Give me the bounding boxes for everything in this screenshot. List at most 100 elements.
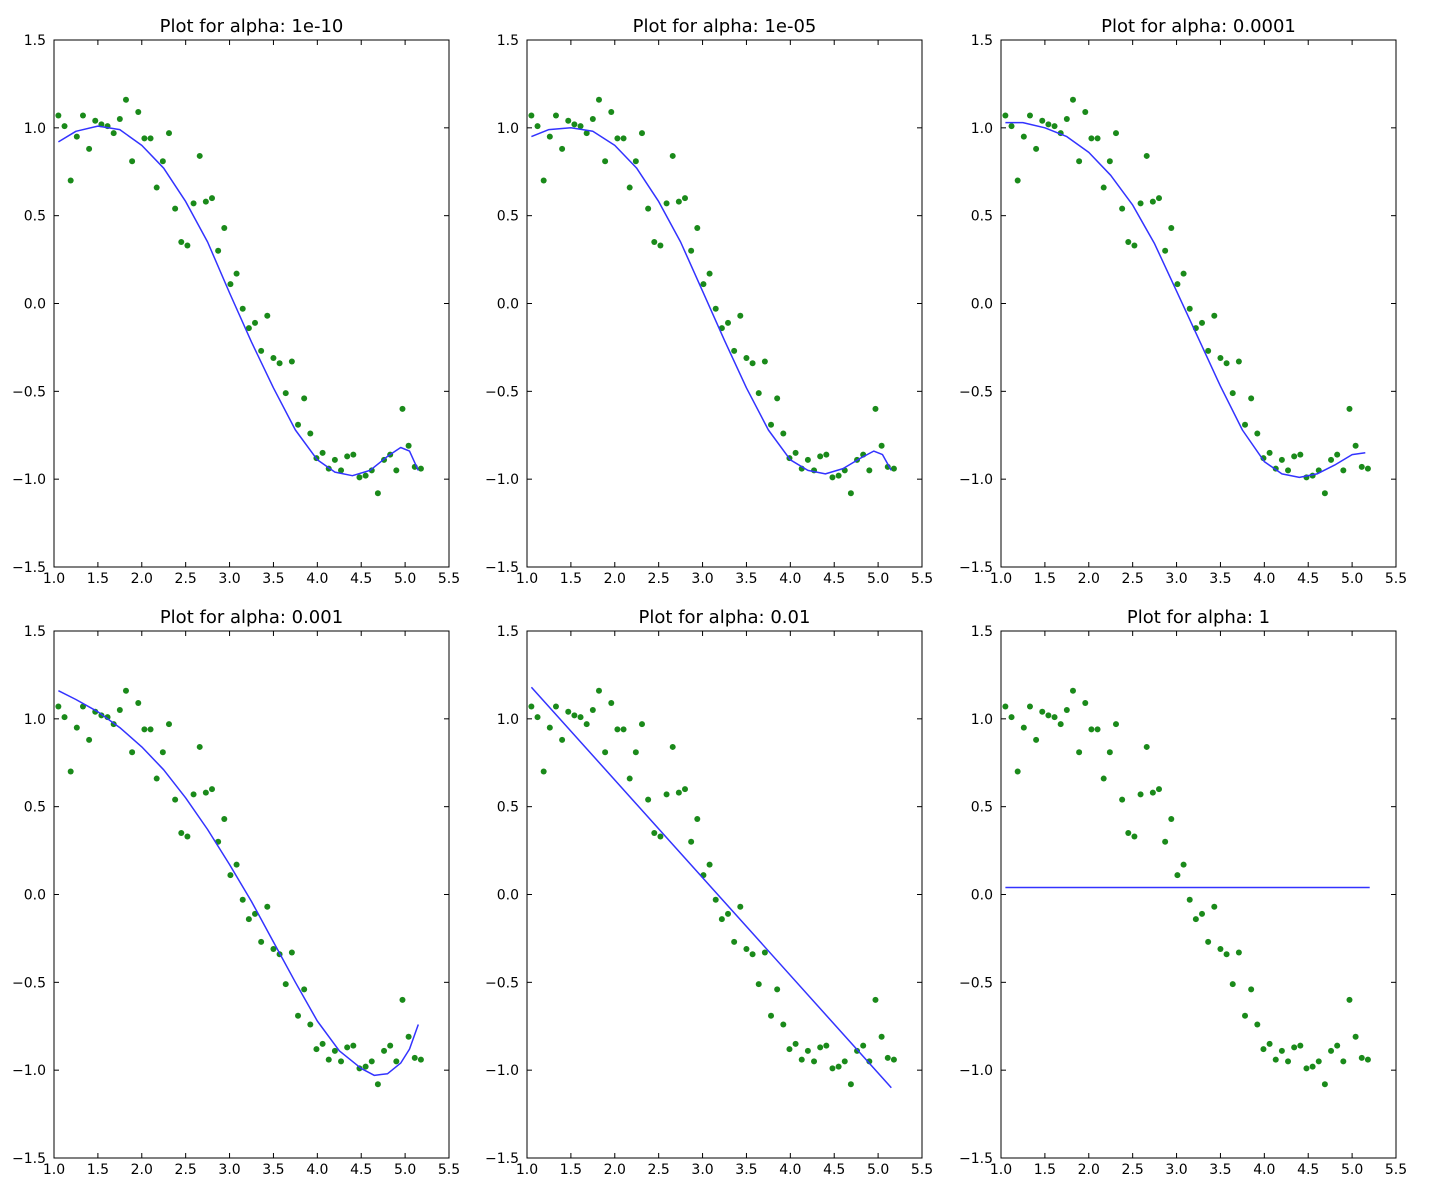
data-point	[1321, 490, 1328, 497]
data-point	[663, 791, 670, 798]
data-point	[301, 986, 308, 993]
x-tick-label: 3.5	[262, 571, 284, 587]
data-point	[1364, 1056, 1371, 1063]
data-point	[405, 442, 412, 449]
subplot-6: Plot for alpha: 1 1.0 1.5 2.0 2.5 3.0 3.5 4.0 4.…	[959, 607, 1407, 1178]
data-point	[252, 319, 259, 326]
axes-frame	[53, 39, 450, 568]
data-point	[252, 910, 259, 917]
data-point	[122, 96, 129, 103]
x-tick-label: 1.5	[560, 571, 582, 587]
data-point	[227, 281, 234, 288]
data-point	[1303, 1065, 1310, 1072]
data-point	[1156, 786, 1162, 793]
data-point	[1082, 700, 1089, 707]
data-point	[264, 903, 271, 910]
data-point	[1211, 903, 1218, 910]
x-tick-label: 5.0	[867, 1162, 889, 1178]
data-point	[565, 117, 572, 124]
data-point	[1297, 1042, 1304, 1049]
x-tick-label: 3.0	[691, 571, 713, 587]
data-point	[209, 195, 215, 202]
data-point	[552, 703, 559, 710]
data-point	[159, 158, 166, 165]
data-point	[1180, 861, 1187, 868]
data-point	[270, 945, 277, 952]
x-tick-label: 5.5	[438, 571, 460, 587]
data-point	[1217, 354, 1224, 361]
data-point	[356, 1065, 363, 1072]
data-point	[1186, 305, 1193, 312]
data-point	[595, 96, 602, 103]
data-point	[706, 861, 713, 868]
data-point	[202, 789, 209, 796]
data-point	[1186, 896, 1193, 903]
subplot-title: Plot for alpha: 1e-05	[633, 16, 817, 37]
data-point	[682, 786, 688, 793]
y-tick-label: −0.5	[959, 975, 993, 991]
x-tick-label: 4.5	[350, 1162, 372, 1178]
data-point	[1051, 123, 1058, 130]
data-point	[620, 726, 627, 733]
y-tick-label: 1.5	[497, 624, 519, 640]
data-point	[1094, 726, 1101, 733]
y-tick-label: −1.5	[485, 1151, 519, 1167]
x-tick-label: 4.0	[306, 571, 328, 587]
x-tick-label: 2.5	[648, 1162, 670, 1178]
data-point	[295, 421, 302, 428]
x-tick-label: 5.5	[1385, 571, 1407, 587]
data-point	[282, 981, 289, 988]
data-point	[1125, 830, 1132, 837]
data-point	[1248, 395, 1255, 402]
data-point	[700, 281, 707, 288]
data-point	[1285, 1058, 1292, 1065]
x-tick-label: 5.0	[867, 571, 889, 587]
data-point	[1026, 703, 1033, 710]
data-point	[1291, 453, 1298, 460]
data-point	[221, 815, 228, 822]
x-tick-label: 5.0	[394, 1162, 416, 1178]
data-point	[153, 184, 160, 191]
x-tick-label: 4.5	[823, 1162, 845, 1178]
data-point	[731, 938, 738, 945]
x-tick-label: 4.5	[823, 571, 845, 587]
y-tick-label: −1.0	[959, 1063, 993, 1079]
x-tick-label: 5.5	[1385, 1162, 1407, 1178]
data-point	[774, 986, 781, 993]
x-tick-label: 2.0	[131, 1162, 153, 1178]
data-point	[1082, 109, 1089, 116]
data-point	[1069, 96, 1076, 103]
y-tick-label: 1.0	[497, 712, 519, 728]
data-point	[319, 449, 326, 456]
data-point	[1315, 1058, 1322, 1065]
data-point	[817, 453, 824, 460]
data-point	[331, 456, 338, 463]
y-tick-label: 1.0	[24, 712, 46, 728]
data-point	[675, 198, 682, 205]
data-point	[829, 474, 836, 481]
data-point	[1272, 1056, 1279, 1063]
data-point	[608, 109, 615, 116]
data-point	[743, 354, 750, 361]
data-point	[1033, 145, 1040, 152]
data-point	[1352, 1033, 1359, 1040]
data-point	[1192, 916, 1199, 923]
data-point	[239, 896, 246, 903]
data-point	[221, 224, 228, 231]
y-tick-label: 1.5	[971, 624, 993, 640]
axes-frame	[1000, 39, 1397, 568]
data-point	[1340, 467, 1347, 474]
data-point	[1014, 768, 1021, 775]
data-point	[1051, 714, 1058, 721]
data-point	[718, 916, 725, 923]
data-point	[1168, 224, 1175, 231]
data-point	[331, 1047, 338, 1054]
data-point	[227, 872, 234, 879]
data-point	[1094, 135, 1101, 142]
data-point	[638, 130, 645, 137]
data-point	[823, 1042, 830, 1049]
y-tick-label: 1.5	[971, 33, 993, 49]
data-point	[1266, 449, 1273, 456]
data-point	[829, 1065, 836, 1072]
data-point	[1076, 158, 1083, 165]
